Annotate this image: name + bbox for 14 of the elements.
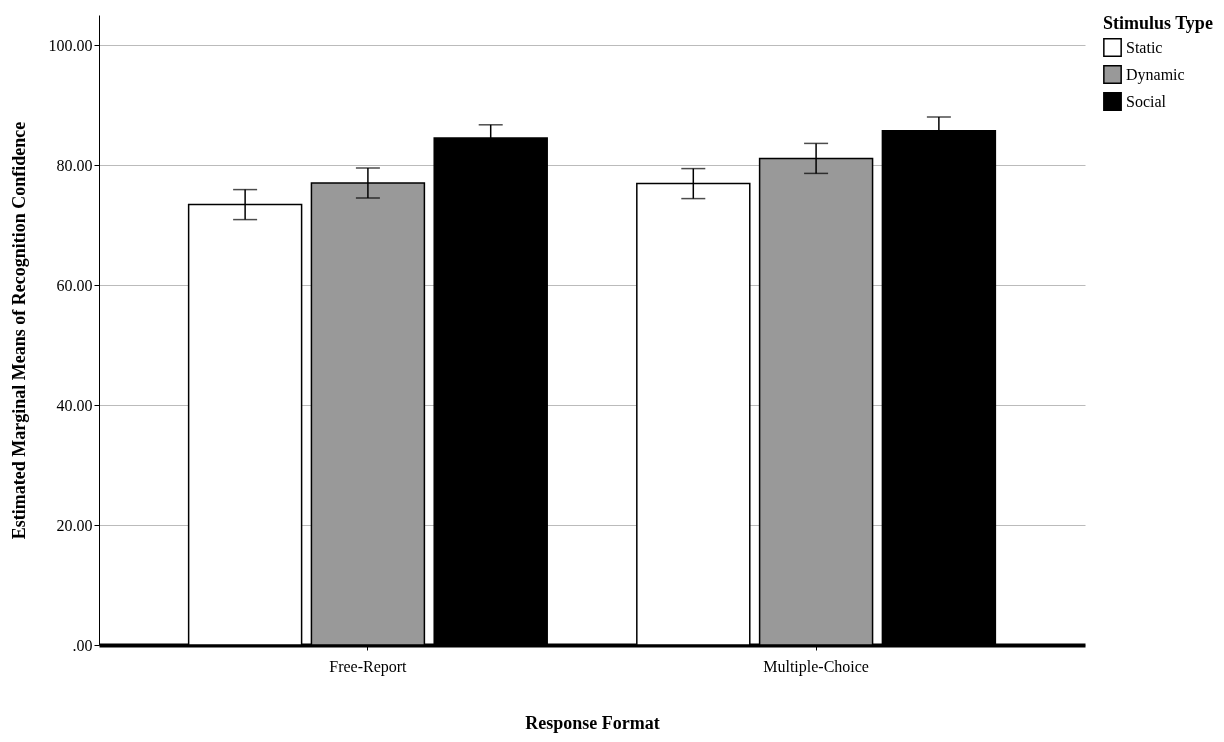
y-tick-label: .00	[72, 636, 93, 654]
y-tick-label: 100.00	[48, 36, 93, 54]
y-tick-label: 20.00	[56, 516, 93, 534]
legend-label: Static	[1126, 38, 1163, 56]
y-tick-label: 80.00	[56, 156, 93, 174]
y-tick-label: 40.00	[56, 396, 93, 414]
legend-title: Stimulus Type	[1103, 13, 1213, 33]
legend-label: Dynamic	[1126, 65, 1185, 84]
x-axis-title: Response Format	[525, 712, 660, 733]
x-tick-label: Free-Report	[329, 657, 408, 676]
y-tick-label: 60.00	[56, 276, 93, 294]
x-tick-label: Multiple-Choice	[763, 657, 869, 676]
y-axis-title: Estimated Marginal Means of Recognition Confidence	[8, 121, 29, 540]
legend-label: Social	[1126, 92, 1167, 110]
